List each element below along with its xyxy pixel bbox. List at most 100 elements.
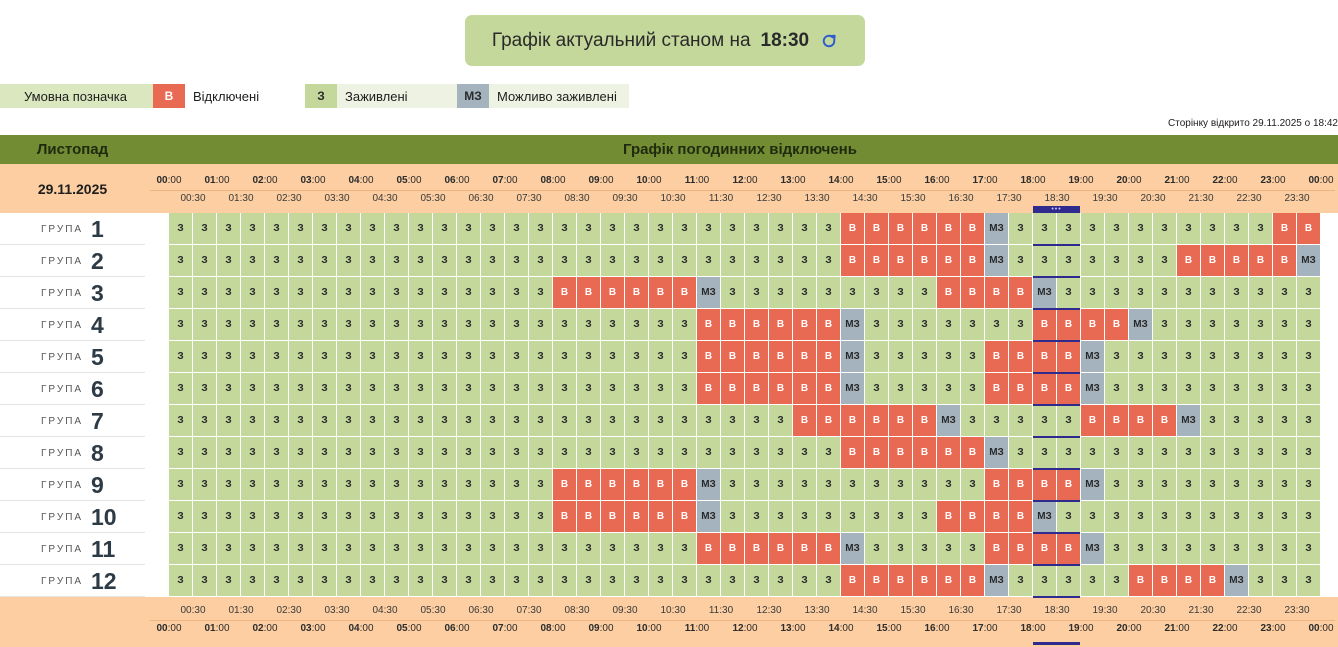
- schedule-cell-on: З: [241, 245, 264, 276]
- top-hour-tick: 13:00: [780, 175, 805, 186]
- schedule-cell-on: З: [1153, 533, 1176, 564]
- schedule-cell-on: З: [313, 405, 336, 436]
- schedule-cell-off: В: [985, 373, 1008, 404]
- hour-tick-hour: 04: [348, 175, 360, 186]
- now-line: [1033, 532, 1080, 534]
- bottom-hour-tick: 01:00: [204, 623, 229, 634]
- schedule-cell-on: З: [289, 341, 312, 372]
- schedule-cell-on: З: [169, 565, 192, 596]
- schedule-cell-on: З: [1105, 501, 1128, 532]
- schedule-cell-on: З: [1225, 309, 1248, 340]
- schedule-cell-on: З: [361, 437, 384, 468]
- schedule-cell-maybe: МЗ: [1081, 341, 1104, 372]
- schedule-cell-on: З: [529, 501, 552, 532]
- schedule-cell-on: З: [1225, 469, 1248, 500]
- schedule-cell-on: З: [1057, 501, 1080, 532]
- schedule-cell-on: З: [961, 341, 984, 372]
- hour-tick-minutes: :00: [791, 175, 806, 186]
- schedule-cell-off: В: [625, 277, 648, 308]
- schedule-cell-on: З: [1033, 213, 1056, 244]
- hour-tick-minutes: :00: [647, 175, 662, 186]
- hour-tick-minutes: :00: [791, 623, 806, 634]
- group-number: 9: [91, 472, 104, 498]
- schedule-cell-on: З: [265, 565, 288, 596]
- schedule-cell-off: В: [985, 533, 1008, 564]
- schedule-cell-on: З: [817, 469, 840, 500]
- hour-tick-minutes: :00: [503, 623, 518, 634]
- status-label: Графік актуальний станом на: [491, 29, 751, 51]
- schedule-cell-on: З: [721, 565, 744, 596]
- schedule-cell-on: З: [913, 501, 936, 532]
- schedule-cell-off: В: [697, 309, 720, 340]
- bottom-time-band: [0, 597, 1338, 647]
- schedule-cell-on: З: [1033, 245, 1056, 276]
- schedule-cell-on: З: [1297, 437, 1320, 468]
- schedule-cell-on: З: [529, 277, 552, 308]
- schedule-cell-on: З: [169, 245, 192, 276]
- schedule-cell-on: З: [433, 437, 456, 468]
- schedule-cell-on: З: [361, 501, 384, 532]
- schedule-cell-on: З: [193, 533, 216, 564]
- top-hour-tick: 02:00: [252, 175, 277, 186]
- hour-tick-hour: 00: [156, 175, 168, 186]
- schedule-cell-on: З: [889, 309, 912, 340]
- schedule-cell-off: В: [601, 277, 624, 308]
- schedule-cell-on: З: [313, 469, 336, 500]
- schedule-cell-on: З: [241, 341, 264, 372]
- schedule-cell-on: З: [697, 245, 720, 276]
- hour-tick-minutes: :00: [551, 175, 566, 186]
- schedule-cell-off: В: [745, 341, 768, 372]
- hour-tick-minutes: :00: [551, 623, 566, 634]
- schedule-cell-on: З: [961, 309, 984, 340]
- bottom-hour-tick: 05:00: [396, 623, 421, 634]
- schedule-cell-on: З: [361, 405, 384, 436]
- schedule-cell-on: З: [1153, 469, 1176, 500]
- schedule-cell-on: З: [457, 533, 480, 564]
- hour-tick-minutes: :00: [935, 623, 950, 634]
- hour-tick-minutes: :00: [647, 623, 662, 634]
- schedule-cell-on: З: [169, 533, 192, 564]
- schedule-cell-on: З: [529, 437, 552, 468]
- schedule-cell-on: З: [193, 277, 216, 308]
- schedule-cell-on: З: [361, 565, 384, 596]
- top-half-hour-tick: 02:30: [276, 193, 302, 204]
- schedule-cell-on: З: [1057, 437, 1080, 468]
- schedule-cell-on: З: [1105, 245, 1128, 276]
- schedule-cell-on: З: [385, 341, 408, 372]
- schedule-cell-off: В: [1033, 341, 1056, 372]
- schedule-cell-on: З: [193, 405, 216, 436]
- schedule-cell-on: З: [1273, 501, 1296, 532]
- schedule-cell-on: З: [913, 533, 936, 564]
- bottom-hour-tick: 06:00: [444, 623, 469, 634]
- schedule-cell-off: В: [1273, 245, 1296, 276]
- schedule-status-banner: Графік актуальний станом на 18:30: [465, 15, 865, 66]
- schedule-cell-on: З: [217, 501, 240, 532]
- schedule-cell-on: З: [481, 437, 504, 468]
- schedule-cell-on: З: [505, 405, 528, 436]
- schedule-cell-maybe: МЗ: [985, 213, 1008, 244]
- schedule-cell-off: В: [1105, 405, 1128, 436]
- hour-tick-minutes: :00: [1175, 623, 1190, 634]
- schedule-cell-on: З: [481, 245, 504, 276]
- schedule-cell-off: В: [1057, 341, 1080, 372]
- now-line: [1033, 642, 1080, 645]
- hour-tick-hour: 22: [1212, 175, 1224, 186]
- hour-tick-hour: 20: [1116, 175, 1128, 186]
- schedule-cell-off: В: [1009, 341, 1032, 372]
- schedule-cell-on: З: [625, 437, 648, 468]
- schedule-cell-off: В: [1105, 309, 1128, 340]
- refresh-icon[interactable]: [820, 32, 838, 50]
- group-word: ГРУПА: [41, 256, 84, 267]
- schedule-cell-off: В: [889, 565, 912, 596]
- schedule-cell-on: З: [769, 565, 792, 596]
- schedule-cell-on: З: [409, 213, 432, 244]
- schedule-cell-off: В: [913, 213, 936, 244]
- legend-caption: Умовна позначка: [0, 84, 153, 108]
- hour-tick-hour: 10: [636, 623, 648, 634]
- hour-tick-hour: 00: [1308, 623, 1320, 634]
- schedule-cell-on: З: [289, 501, 312, 532]
- schedule-cell-off: В: [985, 469, 1008, 500]
- hour-tick-hour: 12: [732, 175, 744, 186]
- schedule-cell-off: В: [913, 245, 936, 276]
- schedule-cell-on: З: [745, 277, 768, 308]
